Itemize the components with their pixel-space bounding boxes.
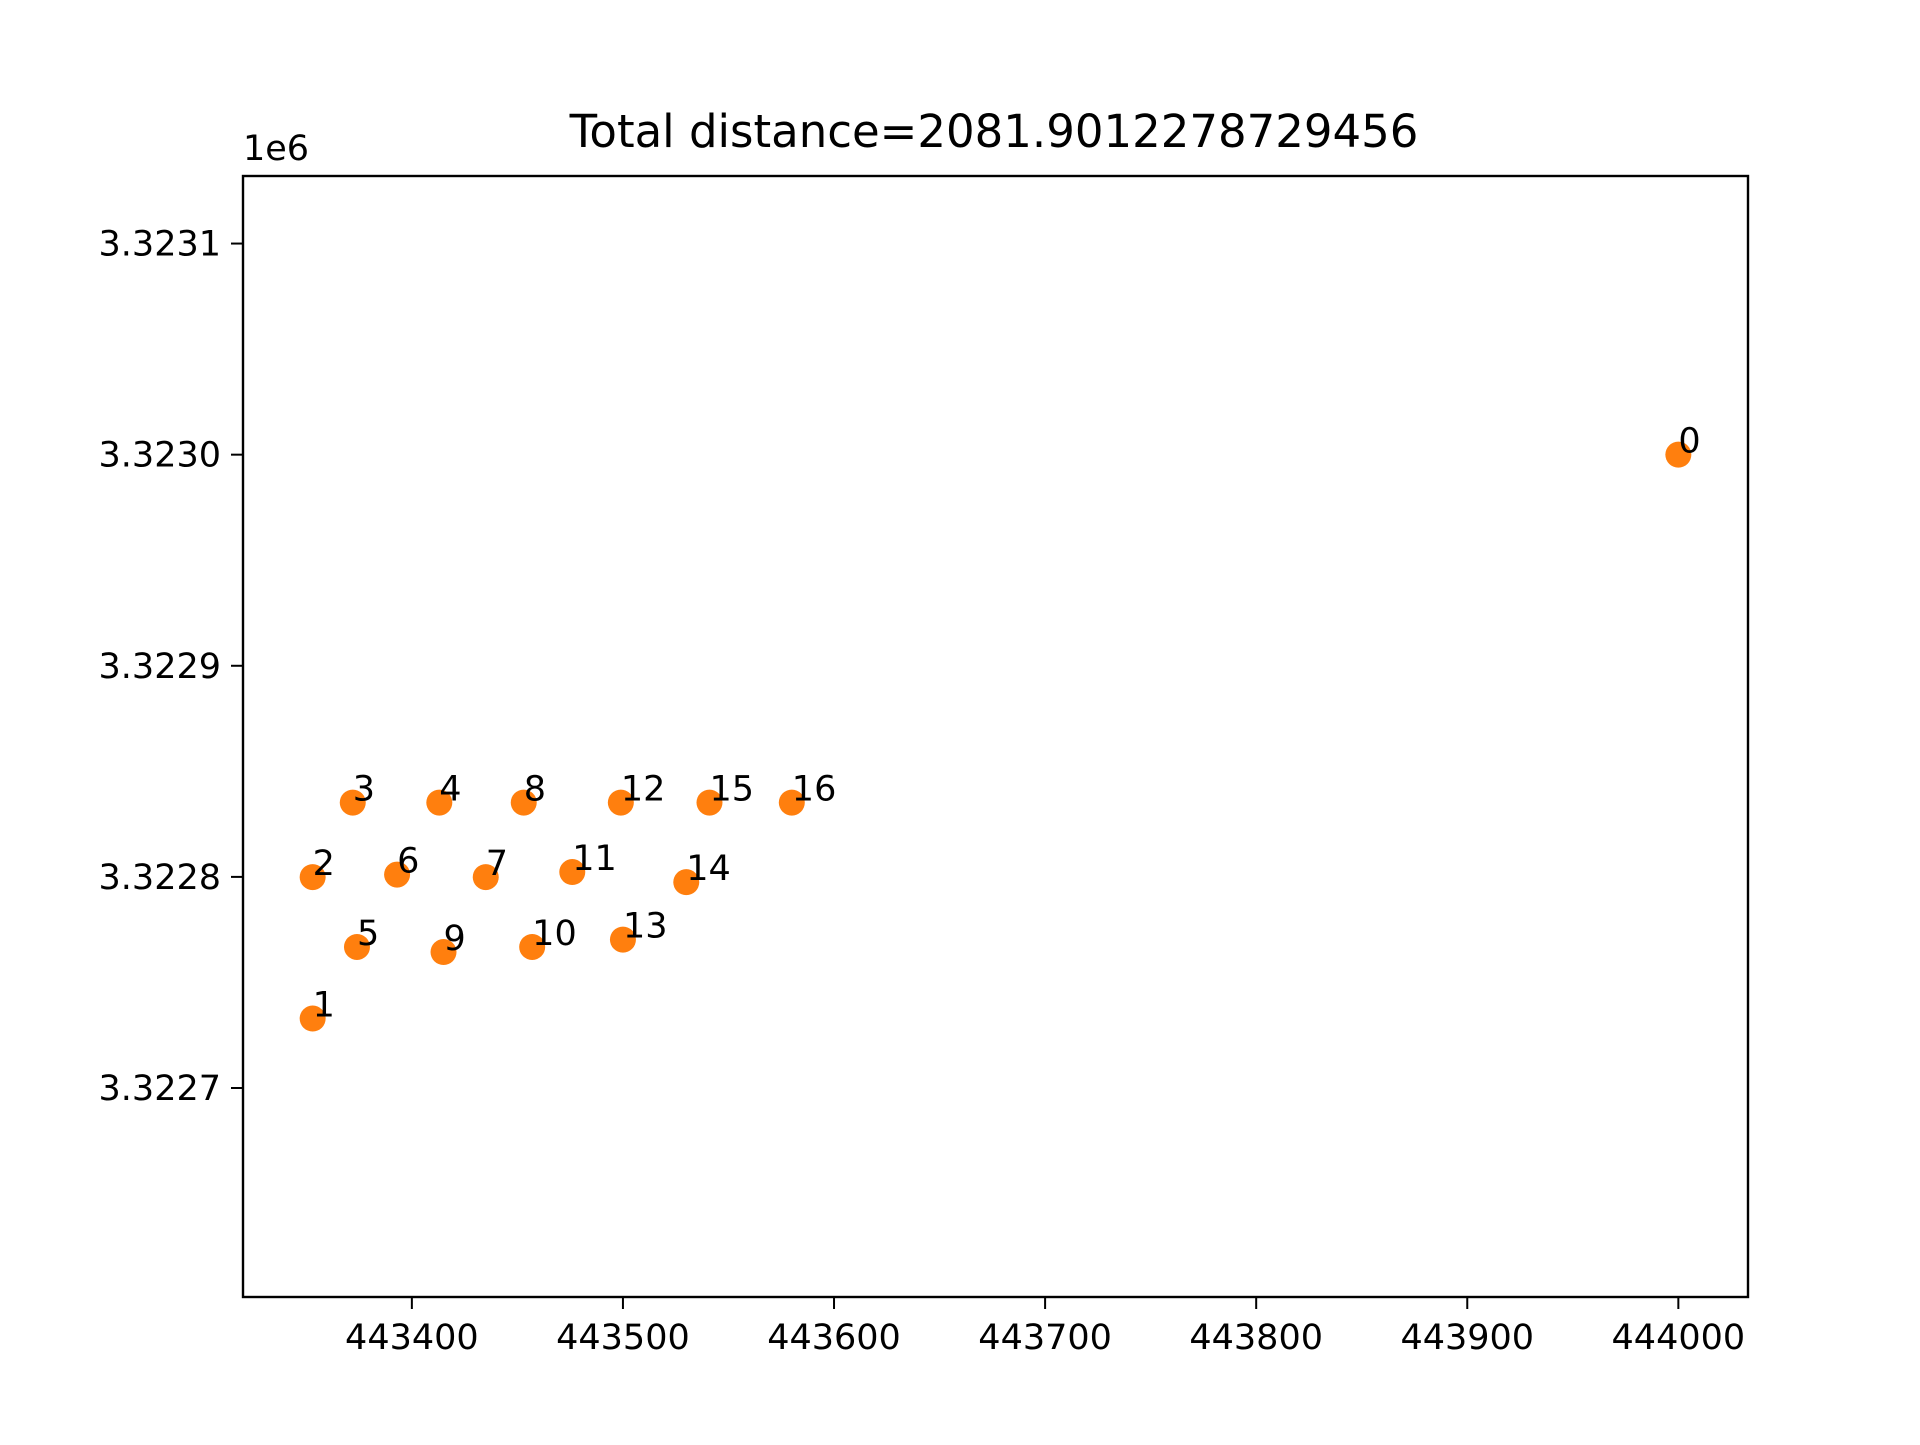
plot-frame <box>241 174 1750 1299</box>
point-label: 15 <box>709 770 754 810</box>
data-point <box>519 933 546 960</box>
point-label: 1 <box>313 986 335 1026</box>
point-label: 4 <box>439 770 461 810</box>
data-point <box>607 789 634 816</box>
point-label: 11 <box>572 839 617 879</box>
point-label: 14 <box>686 849 731 889</box>
data-point <box>339 789 366 816</box>
x-tick-label: 443700 <box>978 1318 1112 1358</box>
x-tick-label: 443400 <box>345 1318 479 1358</box>
x-tick-label: 443500 <box>556 1318 690 1358</box>
point-label: 9 <box>444 919 466 959</box>
point-label: 5 <box>357 914 379 954</box>
y-tick-label: 3.3230 <box>99 436 221 476</box>
x-tick-label: 443800 <box>1189 1318 1323 1358</box>
data-point <box>343 933 370 960</box>
point-label: 2 <box>313 844 335 884</box>
data-point <box>299 1005 326 1032</box>
chart-title: Total distance=2081.9012278729456 <box>569 105 1419 158</box>
axes: 443400 443500 443600 443700 443800 443900 4440… <box>99 174 1750 1358</box>
data-point <box>472 864 499 891</box>
data-point <box>778 789 805 816</box>
data-point <box>673 869 700 896</box>
data-point <box>1665 441 1692 468</box>
y-tick-label: 3.3228 <box>99 858 221 898</box>
x-tick-label: 443900 <box>1400 1318 1534 1358</box>
point-label: 10 <box>532 914 577 954</box>
x-tick-label: 443600 <box>767 1318 901 1358</box>
data-point <box>430 939 457 966</box>
point-label: 16 <box>792 770 837 810</box>
point-label: 6 <box>397 842 419 882</box>
y-tick-label: 3.3231 <box>99 225 221 265</box>
point-label: 0 <box>1678 422 1700 462</box>
data-point <box>559 859 586 886</box>
data-points <box>299 441 1692 1032</box>
point-label: 13 <box>623 907 668 947</box>
data-point <box>696 789 723 816</box>
point-label: 3 <box>353 770 375 810</box>
data-point <box>299 864 326 891</box>
point-label: 8 <box>524 770 546 810</box>
point-label: 12 <box>621 770 666 810</box>
data-point <box>510 789 537 816</box>
y-tick-label: 3.3227 <box>99 1069 221 1109</box>
y-axis-offset-label: 1e6 <box>243 129 309 169</box>
x-tick-label: 444000 <box>1612 1318 1746 1358</box>
data-point <box>384 861 411 888</box>
point-label: 7 <box>486 844 508 884</box>
data-point <box>426 789 453 816</box>
y-tick-label: 3.3229 <box>99 647 221 687</box>
data-point <box>609 926 636 953</box>
